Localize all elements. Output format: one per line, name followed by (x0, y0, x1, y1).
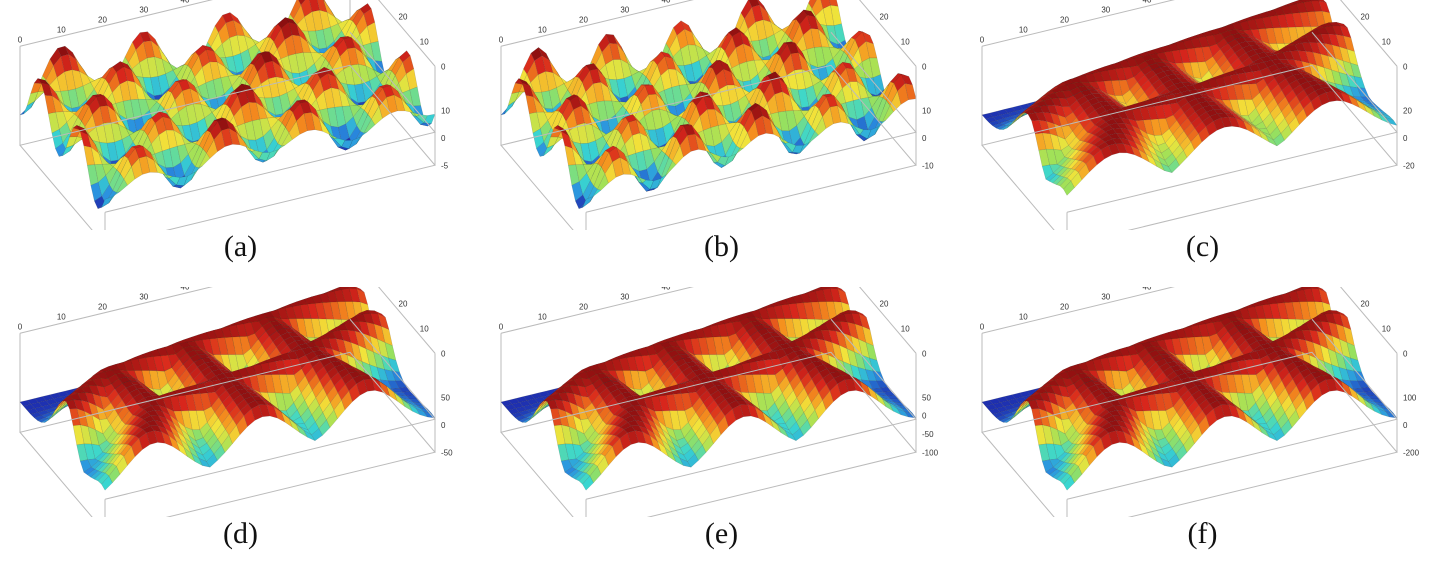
surface-patch (808, 0, 817, 9)
x-tick-label: 30 (139, 292, 148, 301)
surface-mesh (500, 287, 917, 491)
z-tick-label: 10 (441, 106, 450, 115)
surface-mesh (19, 0, 436, 209)
surface-plot-e: 01020304050607080403020100500-50-100 (481, 287, 962, 517)
x-tick-label: 20 (98, 302, 107, 311)
caption-a: (a) (223, 230, 258, 263)
box-bottom-edges (19, 64, 436, 230)
surface-mesh (981, 0, 1398, 196)
box-top-right-edge (378, 287, 436, 354)
y-tick-label: 10 (420, 37, 429, 46)
box-top-right-edge (859, 0, 917, 67)
y-tick-label: 0 (1403, 62, 1408, 71)
x-tick-label: 30 (139, 5, 148, 14)
surface-plot-svg: 01020304050607080403020100100-10 (499, 0, 934, 230)
box-top-back-edge (981, 0, 1175, 47)
box-bottom-edges (981, 64, 1398, 230)
surface-plot-d: 01020304050607080403020100500-50 (0, 287, 481, 517)
surface-plot-b: 01020304050607080403020100100-10 (481, 0, 962, 230)
z-tick-label: 0 (922, 134, 927, 143)
surface-plot-svg: 01020304050607080403020100500-50 (18, 287, 453, 517)
box-top-back-edge (19, 0, 213, 47)
y-tick-label: 20 (399, 12, 408, 21)
z-tick-label: 20 (1403, 106, 1412, 115)
surface-plot-svg: 01020304050607080403020100500-50-100 (499, 287, 939, 517)
caption-d: (d) (223, 517, 258, 550)
z-tick-label: 50 (441, 393, 450, 402)
surface-plot-a: 01020304050607080403020100100-5 (0, 0, 481, 230)
z-tick-label: 0 (441, 134, 446, 143)
caption-b: (b) (704, 230, 739, 263)
box-top-back-edge (500, 0, 694, 47)
x-tick-label: 20 (98, 15, 107, 24)
surface-patch (298, 0, 306, 6)
z-tick-label: -50 (441, 448, 453, 457)
x-tick-label: 20 (579, 15, 588, 24)
x-tick-label: 0 (18, 322, 23, 331)
y-tick-label: 20 (880, 12, 889, 21)
y-tick-label: 10 (1382, 37, 1391, 46)
z-tick-label: -20 (1403, 161, 1415, 170)
x-tick-label: 20 (1060, 15, 1069, 24)
box-top-right-edge (859, 287, 917, 354)
x-tick-label: 0 (499, 35, 504, 44)
x-tick-label: 10 (57, 312, 66, 321)
y-tick-label: 10 (901, 37, 910, 46)
y-tick-label: 20 (1361, 12, 1370, 21)
panel-c: 01020304050607080403020100200-20 (c) (962, 0, 1443, 286)
x-tick-label: 0 (18, 35, 23, 44)
x-tick-label: 40 (662, 0, 671, 4)
surface-plot-svg: 01020304050607080403020100100-5 (18, 0, 450, 230)
panel-a: 01020304050607080403020100100-5 (a) (0, 0, 481, 286)
box-bottom-edges (19, 351, 436, 517)
y-tick-label: 20 (399, 299, 408, 308)
z-tick-label: 10 (922, 106, 931, 115)
y-tick-label: 0 (441, 62, 446, 71)
z-tick-label: 0 (1403, 134, 1408, 143)
z-tick-label: -10 (922, 161, 934, 170)
x-tick-label: 40 (1143, 0, 1152, 4)
y-tick-label: 10 (420, 324, 429, 333)
y-tick-label: 0 (441, 349, 446, 358)
x-tick-label: 40 (181, 0, 190, 4)
x-tick-label: 0 (980, 35, 985, 44)
panel-d: 01020304050607080403020100500-50 (d) (0, 287, 481, 573)
box-top-back-edge (19, 287, 213, 334)
z-tick-label: 0 (441, 421, 446, 430)
box-top-right-edge (378, 0, 436, 67)
y-tick-label: 0 (922, 62, 927, 71)
box-bottom-edges (500, 64, 917, 230)
x-tick-label: 30 (1101, 5, 1110, 14)
surface-plot-svg: 01020304050607080403020100200-20 (980, 0, 1415, 230)
x-tick-label: 40 (181, 287, 190, 291)
panel-b: 01020304050607080403020100100-10 (b) (481, 0, 962, 286)
x-tick-label: 10 (57, 25, 66, 34)
x-tick-label: 10 (538, 25, 547, 34)
x-tick-label: 30 (620, 5, 629, 14)
box-top-right-edge (1340, 0, 1398, 67)
caption-c: (c) (1185, 230, 1220, 263)
surface-mesh (19, 287, 436, 491)
surface-mesh (500, 0, 917, 209)
surface-plot-c: 01020304050607080403020100200-20 (962, 0, 1443, 230)
box-top-back-edge (500, 287, 694, 334)
z-tick-label: -5 (441, 161, 449, 170)
panel-e: 01020304050607080403020100500-50-100 (e) (481, 287, 962, 573)
x-tick-label: 10 (1019, 25, 1028, 34)
